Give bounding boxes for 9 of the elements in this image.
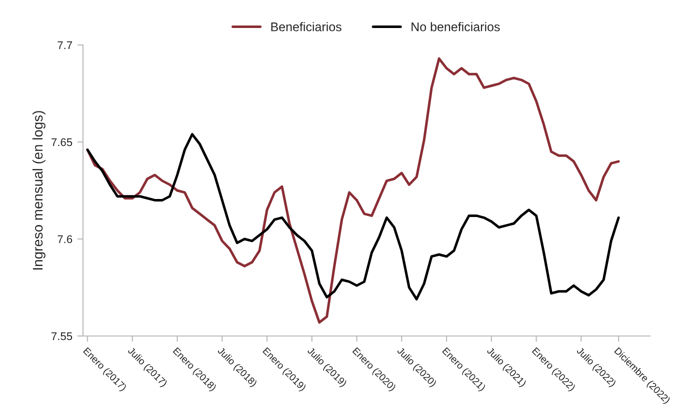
line-series: [86, 57, 620, 324]
y-axis-title: Ingreso mensual (en logs): [32, 111, 46, 270]
y-tick-label: 7.55: [52, 332, 72, 340]
y-tick-label: 7.6: [58, 235, 72, 244]
line-series: [86, 132, 620, 300]
legend-label: Beneficiarios: [271, 22, 342, 32]
y-tick-label: 7.65: [52, 138, 72, 146]
legend-label: No beneficiarios: [412, 22, 500, 32]
y-tick-label: 7.7: [58, 41, 72, 50]
